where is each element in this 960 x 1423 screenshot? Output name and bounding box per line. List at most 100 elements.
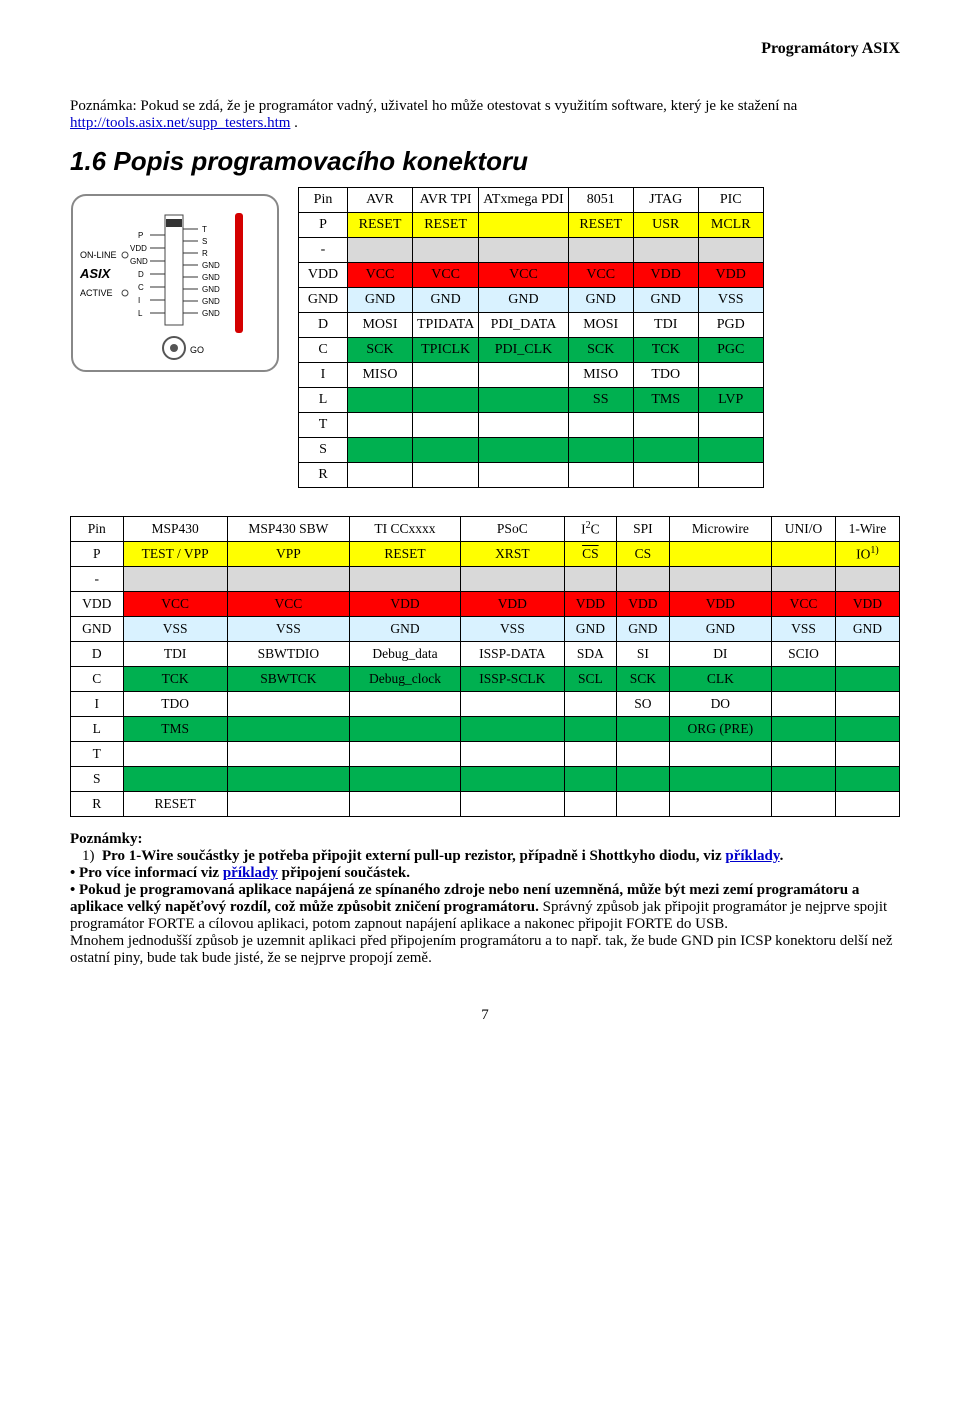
- pin-table-1: PinAVRAVR TPIATxmega PDI8051JTAGPIC PRES…: [298, 187, 764, 488]
- table-cell: [835, 692, 899, 717]
- table-cell: Debug_clock: [349, 667, 460, 692]
- table-cell: VCC: [772, 592, 836, 617]
- svg-text:GND: GND: [202, 309, 220, 318]
- table-cell: [461, 767, 565, 792]
- table-cell: TDO: [633, 363, 698, 388]
- connector-diagram: ON-LINE ASIX ACTIVE P VDD GND D: [70, 193, 280, 378]
- table-cell: [227, 717, 349, 742]
- table-row: CSCKTPICLKPDI_CLKSCKTCKPGC: [299, 338, 764, 363]
- table-cell: DO: [669, 692, 771, 717]
- pin-cell: GND: [71, 617, 124, 642]
- svg-text:C: C: [138, 283, 144, 292]
- table-cell: [413, 413, 479, 438]
- table-cell: VDD: [698, 263, 763, 288]
- svg-text:GND: GND: [202, 273, 220, 282]
- table-cell: [227, 792, 349, 817]
- table-cell: SCK: [568, 338, 633, 363]
- table-row: CTCKSBWTCKDebug_clockISSP-SCLKSCLSCKCLK: [71, 667, 900, 692]
- table-cell: TMS: [123, 717, 227, 742]
- footer-item1a: Pro 1-Wire součástky je potřeba připojit…: [102, 848, 725, 864]
- footer-title: Poznámky:: [70, 831, 143, 847]
- table-cell: TCK: [123, 667, 227, 692]
- footer-bullet1-link[interactable]: příklady: [223, 865, 278, 881]
- table-row: LTMSORG (PRE): [71, 717, 900, 742]
- svg-text:GND: GND: [202, 285, 220, 294]
- table-cell: TDO: [123, 692, 227, 717]
- table-cell: [227, 567, 349, 592]
- table-cell: [349, 567, 460, 592]
- table-cell: MOSI: [348, 313, 413, 338]
- pin-cell: S: [71, 767, 124, 792]
- table-cell: [617, 717, 670, 742]
- table-header: JTAG: [633, 188, 698, 213]
- svg-text:GND: GND: [130, 257, 148, 266]
- table-header: UNI/O: [772, 517, 836, 542]
- table-cell: VCC: [479, 263, 569, 288]
- table-cell: [835, 642, 899, 667]
- table-cell: [413, 238, 479, 263]
- table-cell: [348, 413, 413, 438]
- table-row: RRESET: [71, 792, 900, 817]
- table-header: AVR: [348, 188, 413, 213]
- table-header: I2C: [564, 517, 617, 542]
- table-cell: [349, 717, 460, 742]
- page-number: 7: [70, 1007, 900, 1024]
- table-cell: SS: [568, 388, 633, 413]
- table-header: MSP430 SBW: [227, 517, 349, 542]
- pin-cell: T: [71, 742, 124, 767]
- table-cell: [349, 792, 460, 817]
- table-header: PSoC: [461, 517, 565, 542]
- table-row: S: [299, 438, 764, 463]
- svg-text:GND: GND: [202, 297, 220, 306]
- table-cell: MCLR: [698, 213, 763, 238]
- table-header: Pin: [71, 517, 124, 542]
- table-row: DMOSITPIDATAPDI_DATAMOSITDIPGD: [299, 313, 764, 338]
- pin-cell: T: [299, 413, 348, 438]
- table-cell: [669, 742, 771, 767]
- svg-text:ASIX: ASIX: [79, 266, 112, 281]
- table-cell: VDD: [669, 592, 771, 617]
- pin-cell: VDD: [299, 263, 348, 288]
- note-link[interactable]: http://tools.asix.net/supp_testers.htm: [70, 115, 290, 131]
- pin-cell: C: [71, 667, 124, 692]
- table-cell: VCC: [227, 592, 349, 617]
- table-cell: SCK: [617, 667, 670, 692]
- table-header: SPI: [617, 517, 670, 542]
- table-cell: TEST / VPP: [123, 542, 227, 567]
- svg-text:ON-LINE: ON-LINE: [80, 250, 117, 260]
- footer-notes: Poznámky: 1) Pro 1-Wire součástky je pot…: [70, 831, 900, 967]
- pin-cell: R: [299, 463, 348, 488]
- table-cell: [835, 792, 899, 817]
- table-cell: TCK: [633, 338, 698, 363]
- table-cell: [564, 692, 617, 717]
- table-cell: PGD: [698, 313, 763, 338]
- table-cell: [348, 438, 413, 463]
- table-cell: [479, 413, 569, 438]
- table-cell: [461, 717, 565, 742]
- table-cell: [772, 792, 836, 817]
- table-cell: CS: [617, 542, 670, 567]
- svg-text:T: T: [202, 225, 207, 234]
- table-cell: TMS: [633, 388, 698, 413]
- table-row: R: [299, 463, 764, 488]
- table-cell: GND: [349, 617, 460, 642]
- table-cell: [835, 767, 899, 792]
- table-row: T: [299, 413, 764, 438]
- table-cell: [564, 742, 617, 767]
- table-cell: [349, 742, 460, 767]
- table-cell: VDD: [617, 592, 670, 617]
- table-cell: SCK: [348, 338, 413, 363]
- table-cell: RESET: [413, 213, 479, 238]
- table-cell: PDI_CLK: [479, 338, 569, 363]
- svg-text:R: R: [202, 249, 208, 258]
- table-cell: [698, 413, 763, 438]
- table-cell: [413, 438, 479, 463]
- table-cell: [617, 792, 670, 817]
- footer-item1-link[interactable]: příklady: [725, 848, 779, 864]
- table-cell: [413, 463, 479, 488]
- table-cell: VSS: [772, 617, 836, 642]
- pin-cell: GND: [299, 288, 348, 313]
- table-cell: GND: [479, 288, 569, 313]
- table-cell: [123, 767, 227, 792]
- table-cell: SO: [617, 692, 670, 717]
